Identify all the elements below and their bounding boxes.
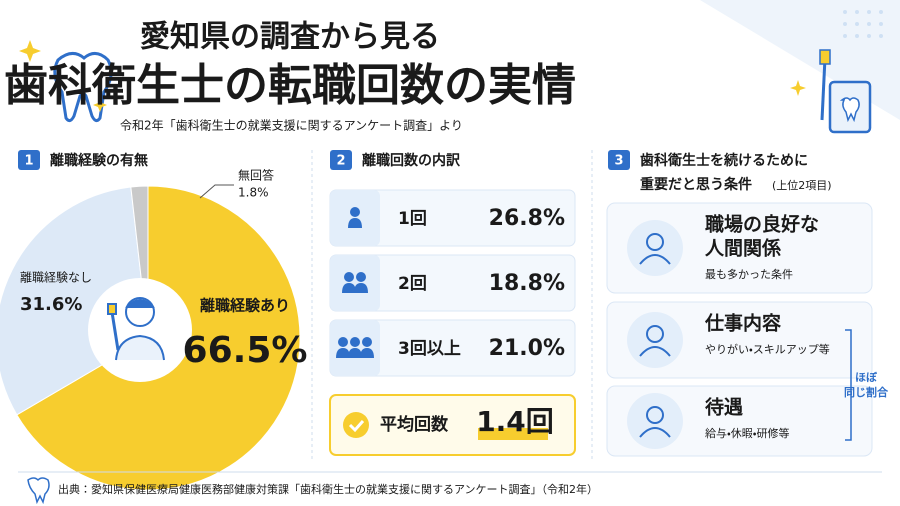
- condition-desc: 給与・休暇・研修等: [705, 426, 789, 440]
- condition-icon-mark: [639, 346, 671, 357]
- sparkle: [19, 40, 41, 62]
- condition-title: 待遇: [705, 396, 743, 419]
- condition-title: 仕事内容: [704, 312, 781, 335]
- pie-category-label: 離職経験なし: [20, 270, 92, 285]
- section-badge: [18, 150, 40, 170]
- average-label: 平均回数: [380, 414, 449, 435]
- section-note: (上位2項目): [772, 179, 832, 192]
- leader-line: [199, 184, 234, 199]
- sparkle: [790, 80, 806, 96]
- highlight: [478, 428, 548, 440]
- section-number: 2: [336, 154, 345, 169]
- pie-center: [88, 278, 192, 382]
- count-value: 26.8%: [489, 206, 565, 231]
- person-icon-body: [336, 348, 350, 358]
- condition-icon-mark: [646, 406, 664, 424]
- person-icon-body: [348, 218, 362, 228]
- count-value: 21.0%: [489, 336, 565, 361]
- section-number: 3: [614, 154, 623, 169]
- nurse-icon: [107, 297, 165, 361]
- count-label: 2回: [398, 274, 427, 294]
- dot-pattern: [843, 10, 883, 38]
- pie-category-label: 離職経験あり: [200, 297, 290, 315]
- condition-title: 職場の良好な: [705, 213, 819, 236]
- person-icon-head: [344, 272, 354, 282]
- check-icon: [343, 412, 369, 438]
- person-icon-head: [356, 272, 366, 282]
- condition-title: 人間関係: [704, 238, 782, 260]
- section-number: 1: [24, 154, 33, 169]
- toothbrush-head: [819, 49, 831, 65]
- person-icon-head: [350, 207, 360, 217]
- person-icon-body: [348, 348, 362, 358]
- toothbrush-icon: [820, 57, 827, 121]
- footer-icon: [27, 477, 50, 505]
- check-mark: [348, 420, 365, 433]
- condition-icon-mark: [646, 233, 664, 251]
- section-title: 重要だと思う条件: [640, 176, 752, 193]
- bracket-note: 同じ割合: [844, 385, 889, 399]
- condition-icon: [627, 393, 683, 449]
- condition-icon: [627, 312, 683, 368]
- person-icon-body: [342, 283, 356, 293]
- tooth-small-icon: [839, 97, 860, 123]
- conditions-list: 職場の良好な人間関係最も多かった条件仕事内容やりがい・スキルアップ等待遇給与・休…: [606, 202, 873, 457]
- section-badge: [608, 150, 630, 170]
- person-icon-body: [354, 283, 368, 293]
- sparkle: [93, 98, 107, 112]
- count-label: 1回: [398, 209, 427, 229]
- bracket-note: ほぼ: [855, 371, 878, 384]
- section-title: 離職経験の有無: [50, 152, 148, 169]
- count-label: 3回以上: [398, 339, 461, 359]
- person-icon-body: [360, 348, 374, 358]
- condition-desc: 最も多かった条件: [705, 267, 793, 281]
- footer-source: 出典：愛知県保健医療局健康医務部健康対策課「歯科衛生士の就業支援に関するアンケー…: [58, 482, 598, 496]
- section-title: 歯科衛生士を続けるために: [640, 152, 808, 169]
- subtitle: 令和2年「歯科衛生士の就業支援に関するアンケート調査」より: [120, 119, 463, 133]
- person-icon-head: [350, 337, 360, 347]
- pie-value-label: 31.6%: [20, 294, 82, 315]
- title-line2: 歯科衛生士の転職回数の実情: [4, 60, 576, 111]
- average-value: 1.4回: [476, 405, 554, 438]
- count-value: 18.8%: [489, 271, 565, 296]
- section-badge: [330, 150, 352, 170]
- person-icon-head: [362, 337, 372, 347]
- pie-value-label: 66.5%: [183, 330, 308, 371]
- title-line1: 愛知県の調査から見る: [140, 20, 440, 55]
- person-icon-head: [338, 337, 348, 347]
- pie-category-label: 無回答: [238, 168, 274, 183]
- condition-icon-mark: [646, 325, 664, 343]
- pie-value-label: 1.8%: [238, 186, 269, 200]
- bracket: [845, 329, 852, 441]
- condition-icon: [627, 220, 683, 276]
- condition-desc: やりがい・スキルアップ等: [705, 342, 830, 356]
- condition-card: [606, 202, 873, 294]
- breakdown-list: 1回 26.8% 2回 18.8% 3回以上 21.0%: [329, 189, 576, 377]
- condition-icon-mark: [639, 254, 671, 265]
- section-title: 離職回数の内訳: [362, 152, 461, 169]
- condition-icon-mark: [639, 427, 671, 438]
- icon-box: [330, 255, 380, 311]
